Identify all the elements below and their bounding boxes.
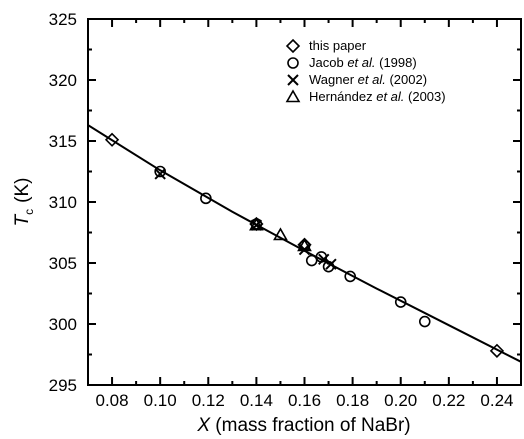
x-tick-labels: 0.08 0.10 0.12 0.14 0.16 0.18 0.20 0.22 0.24 <box>96 391 514 410</box>
axis-ticks <box>87 18 522 386</box>
triangle-marker <box>297 238 312 252</box>
cross-marker <box>325 258 337 270</box>
y-tick-label: 305 <box>49 254 77 273</box>
circle-marker <box>200 192 212 205</box>
x-tick-label: 0.18 <box>336 391 369 410</box>
plot-frame <box>87 18 522 386</box>
x-tick-label: 0.10 <box>144 391 177 410</box>
legend: this paper Jacob et al. (1998) Wagner et a… <box>285 38 446 104</box>
cross-marker <box>154 168 166 180</box>
y-tick-label: 295 <box>49 376 77 395</box>
data-markers <box>104 132 505 358</box>
legend-label: Jacob et al. (1998) <box>309 55 417 70</box>
y-tick-label: 300 <box>49 315 77 334</box>
triangle-marker <box>249 217 264 231</box>
diamond-marker <box>104 132 120 147</box>
y-tick-label: 320 <box>49 71 77 90</box>
legend-diamond-icon <box>285 38 301 54</box>
x-tick-label: 0.12 <box>192 391 225 410</box>
y-tick-label: 310 <box>49 193 77 212</box>
x-tick-label: 0.24 <box>480 391 513 410</box>
cross-marker <box>250 219 263 231</box>
x-tick-label: 0.20 <box>384 391 417 410</box>
legend-cross-icon <box>287 74 299 86</box>
triangle-marker <box>273 227 288 241</box>
x-tick-label: 0.14 <box>240 391 273 410</box>
x-tick-label: 0.22 <box>432 391 465 410</box>
legend-label: this paper <box>309 38 367 53</box>
cross-marker <box>318 253 330 266</box>
circle-marker <box>344 270 357 283</box>
circle-marker <box>154 165 166 178</box>
legend-label: Wagner et al. (2002) <box>309 72 427 87</box>
circle-marker <box>418 315 431 328</box>
y-tick-label: 325 <box>49 10 77 29</box>
y-tick-label: 315 <box>49 132 77 151</box>
circle-marker <box>394 296 407 308</box>
x-axis-title: X (mass fraction of NaBr) <box>196 415 410 436</box>
svg-text:Tc(K): Tc(K) <box>12 178 36 227</box>
x-tick-label: 0.08 <box>96 391 129 410</box>
circle-marker <box>305 254 318 267</box>
legend-triangle-icon <box>285 89 301 103</box>
x-tick-label: 0.16 <box>288 391 321 410</box>
y-axis-title: Tc(K) <box>12 178 36 227</box>
diamond-marker <box>489 343 505 358</box>
y-tick-labels: 295 300 305 310 315 320 325 <box>49 10 77 395</box>
legend-circle-icon <box>287 57 299 69</box>
legend-label: Hernández et al. (2003) <box>309 89 446 104</box>
fit-line <box>87 124 522 363</box>
